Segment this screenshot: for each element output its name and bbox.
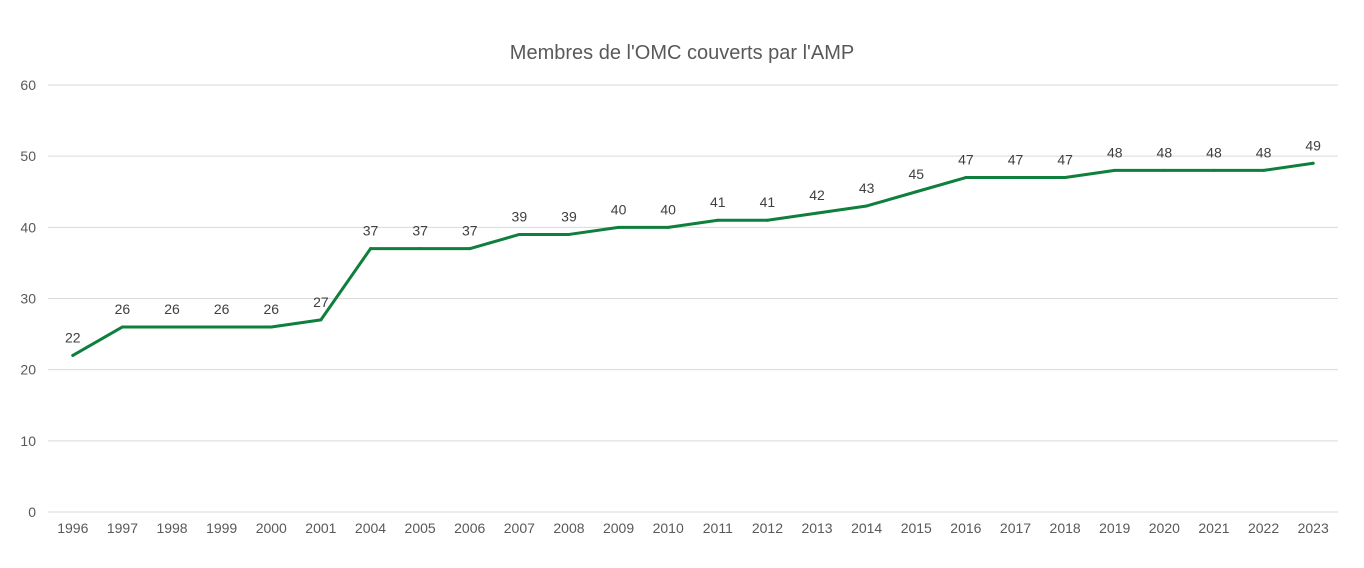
x-tick-label: 2010	[653, 520, 684, 536]
data-label: 47	[1057, 152, 1073, 168]
data-point	[517, 232, 521, 236]
y-tick-label: 0	[28, 504, 36, 520]
data-point	[220, 325, 224, 329]
data-label: 42	[809, 187, 825, 203]
data-label: 26	[115, 301, 131, 317]
data-label: 45	[908, 166, 924, 182]
x-tick-label: 2016	[950, 520, 981, 536]
x-tick-label: 1998	[156, 520, 187, 536]
data-label: 47	[958, 152, 974, 168]
x-tick-label: 2017	[1000, 520, 1031, 536]
data-point	[1113, 168, 1117, 172]
y-tick-label: 20	[20, 362, 36, 378]
x-tick-label: 2018	[1050, 520, 1081, 536]
data-label: 48	[1256, 144, 1272, 160]
data-point	[369, 247, 372, 251]
y-tick-label: 10	[20, 433, 36, 449]
x-tick-label: 2020	[1149, 520, 1180, 536]
data-point	[418, 247, 422, 251]
data-point	[567, 232, 571, 236]
data-point	[914, 190, 918, 194]
data-point	[1311, 161, 1315, 165]
x-tick-label: 2022	[1248, 520, 1279, 536]
data-labels: 22 26 26 26 26 27 37 37 37 39 39 40 40 41 41 42 43 45 47 47…	[65, 137, 1321, 345]
data-point	[666, 225, 670, 229]
x-tick-label: 2021	[1198, 520, 1229, 536]
x-tick-label: 2013	[801, 520, 832, 536]
x-tick-label: 2007	[504, 520, 535, 536]
x-tick-label: 2019	[1099, 520, 1130, 536]
data-label: 26	[164, 301, 180, 317]
axes: 0 10 20 30 40 50 60 1996 1997 1998 1999 2000 2001 200…	[20, 77, 1329, 536]
data-label: 26	[263, 301, 279, 317]
data-point	[1162, 168, 1166, 172]
y-tick-label: 40	[20, 219, 36, 235]
data-label: 26	[214, 301, 230, 317]
data-point	[1063, 176, 1067, 180]
data-label: 48	[1206, 144, 1222, 160]
data-label: 27	[313, 294, 329, 310]
y-tick-label: 30	[20, 291, 36, 307]
data-label: 39	[512, 208, 528, 224]
data-point	[865, 204, 869, 208]
x-tick-label: 2004	[355, 520, 386, 536]
data-label: 48	[1157, 144, 1173, 160]
gridlines	[48, 84, 1338, 513]
x-tick-label: 2014	[851, 520, 882, 536]
data-label: 22	[65, 329, 81, 345]
x-tick-label: 1997	[107, 520, 138, 536]
data-label: 47	[1008, 152, 1024, 168]
series-line	[71, 161, 1315, 357]
data-label: 37	[363, 223, 379, 239]
x-tick-label: 2011	[703, 520, 733, 536]
x-tick-label: 2001	[305, 520, 336, 536]
data-point	[815, 211, 819, 215]
x-tick-label: 2005	[405, 520, 436, 536]
data-point	[617, 225, 621, 229]
chart-title: Membres de l'OMC couverts par l'AMP	[509, 42, 855, 64]
data-label: 49	[1305, 137, 1321, 153]
data-point	[1014, 176, 1017, 180]
x-tick-label: 2000	[256, 520, 287, 536]
y-tick-label: 50	[20, 148, 36, 164]
series-layer	[71, 161, 1315, 357]
x-tick-label: 2015	[901, 520, 932, 536]
x-tick-label: 2009	[603, 520, 634, 536]
data-point	[468, 247, 472, 251]
data-label: 37	[462, 223, 478, 239]
data-point	[319, 318, 323, 322]
data-label: 48	[1107, 144, 1123, 160]
data-label: 41	[710, 194, 726, 210]
data-point	[71, 353, 75, 357]
data-label: 41	[760, 194, 776, 210]
data-label: 37	[412, 223, 428, 239]
x-tick-label: 2008	[553, 520, 584, 536]
x-tick-label: 2012	[752, 520, 783, 536]
y-tick-label: 60	[20, 77, 36, 93]
data-point	[1262, 168, 1266, 172]
data-point	[1212, 168, 1216, 172]
data-point	[170, 325, 174, 329]
data-point	[716, 218, 720, 222]
x-tick-label: 1996	[57, 520, 88, 536]
data-point	[120, 325, 124, 329]
data-label: 40	[660, 201, 676, 217]
data-point	[269, 325, 273, 329]
data-label: 43	[859, 180, 875, 196]
data-point	[964, 176, 968, 180]
data-label: 40	[611, 201, 627, 217]
x-tick-label: 2023	[1298, 520, 1329, 536]
data-point	[765, 218, 769, 222]
x-tick-label: 2006	[454, 520, 485, 536]
x-tick-label: 1999	[206, 520, 237, 536]
data-label: 39	[561, 208, 577, 224]
